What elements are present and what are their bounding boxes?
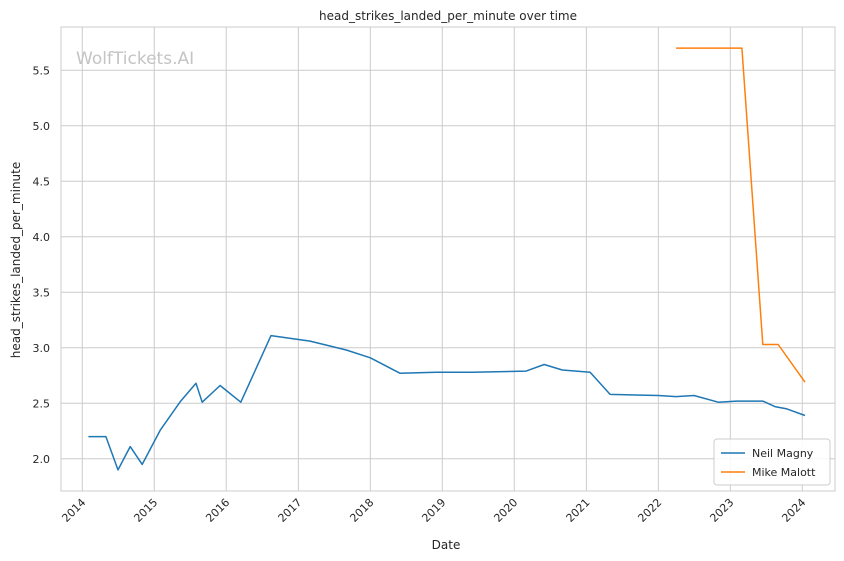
gridlines [61, 27, 835, 491]
y-tick-label: 5.5 [33, 64, 51, 77]
series-line-neil-magny [88, 334, 806, 471]
legend-box [713, 438, 831, 486]
legend: Neil Magny Mike Malott [713, 438, 831, 486]
y-tick-label: 4.0 [33, 231, 51, 244]
x-axis-title: Date [432, 538, 461, 552]
y-tick-label: 5.0 [33, 120, 51, 133]
y-axis: 2.0 2.5 3.0 3.5 4.0 4.5 5.0 5.5 [33, 64, 51, 466]
plot-area-frame [60, 26, 836, 492]
y-tick-label: 2.5 [33, 397, 51, 410]
series-line-mike-malott [676, 47, 806, 383]
y-tick-label: 4.5 [33, 175, 51, 188]
legend-label: Neil Magny [752, 447, 814, 460]
y-axis-title: head_strikes_landed_per_minute [9, 162, 23, 359]
watermark-text: WolfTickets.AI [76, 49, 194, 69]
y-tick-label: 2.0 [33, 453, 51, 466]
legend-label: Mike Malott [752, 466, 816, 479]
y-tick-label: 3.0 [33, 342, 51, 355]
series-lines [88, 47, 806, 471]
y-tick-label: 3.5 [33, 286, 51, 299]
chart-title: head_strikes_landed_per_minute over time [319, 9, 577, 23]
